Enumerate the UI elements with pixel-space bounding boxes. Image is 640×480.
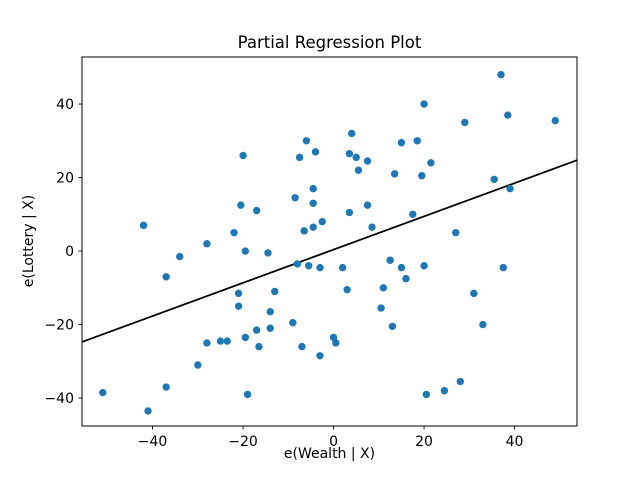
scatter-point [345, 149, 354, 158]
chart-title: Partial Regression Plot [237, 33, 422, 52]
scatter-point [255, 342, 263, 351]
scatter-point [298, 342, 306, 351]
scatter-point [343, 285, 351, 294]
scatter-point [162, 383, 170, 391]
scatter-point [397, 138, 406, 147]
scatter-point [264, 249, 272, 257]
scatter-point [302, 137, 311, 145]
scatter-point [316, 263, 324, 272]
scatter-point [390, 170, 399, 178]
scatter-point [241, 247, 250, 255]
scatter-point [291, 194, 299, 202]
scatter-point [470, 289, 478, 298]
scatter-point [363, 157, 372, 165]
scatter-point [377, 304, 385, 312]
scatter-point [347, 129, 356, 138]
scatter-point [289, 319, 297, 327]
x-tick-label: −40 [138, 434, 168, 450]
y-tick-label: −20 [44, 318, 74, 334]
scatter-point [499, 263, 507, 272]
scatter-point [304, 262, 313, 270]
scatter-point [230, 228, 238, 237]
scatter-point [318, 217, 326, 226]
scatter-point [461, 118, 469, 127]
scatter-point [490, 175, 498, 184]
scatter-point [363, 201, 372, 209]
y-axis-label: e(Lottery | X) [21, 194, 37, 288]
scatter-point [300, 227, 308, 235]
scatter-point [456, 377, 464, 386]
scatter-point [409, 210, 417, 219]
scatter-point [452, 228, 460, 237]
scatter-point [413, 137, 421, 145]
y-tick-label: −40 [44, 391, 74, 407]
x-axis-label: e(Wealth | X) [283, 446, 376, 462]
scatter-point [99, 388, 107, 397]
scatter-point [420, 262, 428, 270]
scatter-point [194, 361, 202, 369]
scatter-point [497, 70, 505, 79]
scatter-point [338, 263, 347, 272]
scatter-point [479, 320, 487, 329]
scatter-point [237, 201, 245, 209]
scatter-point [234, 302, 243, 310]
scatter-point [386, 256, 394, 264]
x-tick-label: 40 [506, 434, 524, 450]
scatter-point [332, 339, 340, 347]
scatter-point [311, 148, 320, 156]
scatter-point [345, 208, 354, 217]
scatter-point [162, 273, 170, 281]
scatter-point [352, 153, 360, 162]
scatter-point [203, 240, 211, 248]
scatter-point [239, 151, 247, 160]
x-tick-label: 0 [329, 434, 338, 450]
scatter-point [309, 223, 317, 231]
x-tick-label: 20 [415, 434, 433, 450]
scatter-point [144, 407, 152, 415]
scatter-point [440, 387, 449, 395]
scatter-point [504, 111, 512, 119]
scatter-point [295, 153, 304, 162]
regression-line [81, 159, 578, 343]
scatter-point [139, 221, 148, 230]
scatter-point [379, 284, 388, 292]
scatter-point [316, 352, 324, 360]
scatter-point [309, 184, 317, 193]
scatter-point [354, 166, 363, 174]
axes-frame [81, 56, 578, 427]
scatter-point [252, 326, 261, 334]
scatter-point [420, 100, 428, 108]
scatter-point [271, 287, 279, 296]
scatter-point [551, 116, 559, 125]
x-tick-label: −20 [228, 434, 258, 450]
scatter-point [309, 199, 317, 207]
scatter-point [266, 324, 274, 332]
scatter-point [427, 159, 435, 167]
scatter-point [243, 390, 252, 399]
scatter-point [397, 263, 406, 272]
y-tick-label: 0 [65, 244, 74, 260]
scatter-point [388, 322, 397, 331]
scatter-point [368, 223, 376, 231]
scatter-point [422, 390, 431, 399]
scatter-point [223, 337, 231, 345]
scatter-point [506, 184, 514, 193]
scatter-point [234, 289, 243, 298]
scatter-point [176, 252, 184, 261]
scatter-point [241, 333, 250, 342]
y-tick-label: 20 [56, 171, 74, 187]
scatter-point [293, 260, 302, 268]
scatter-point [266, 307, 274, 316]
scatter-point [216, 337, 225, 345]
scatter-point [402, 274, 410, 283]
scatter-point [203, 339, 211, 347]
scatter-point [418, 172, 426, 180]
y-tick-label: 40 [56, 97, 74, 113]
scatter-point [252, 206, 261, 215]
